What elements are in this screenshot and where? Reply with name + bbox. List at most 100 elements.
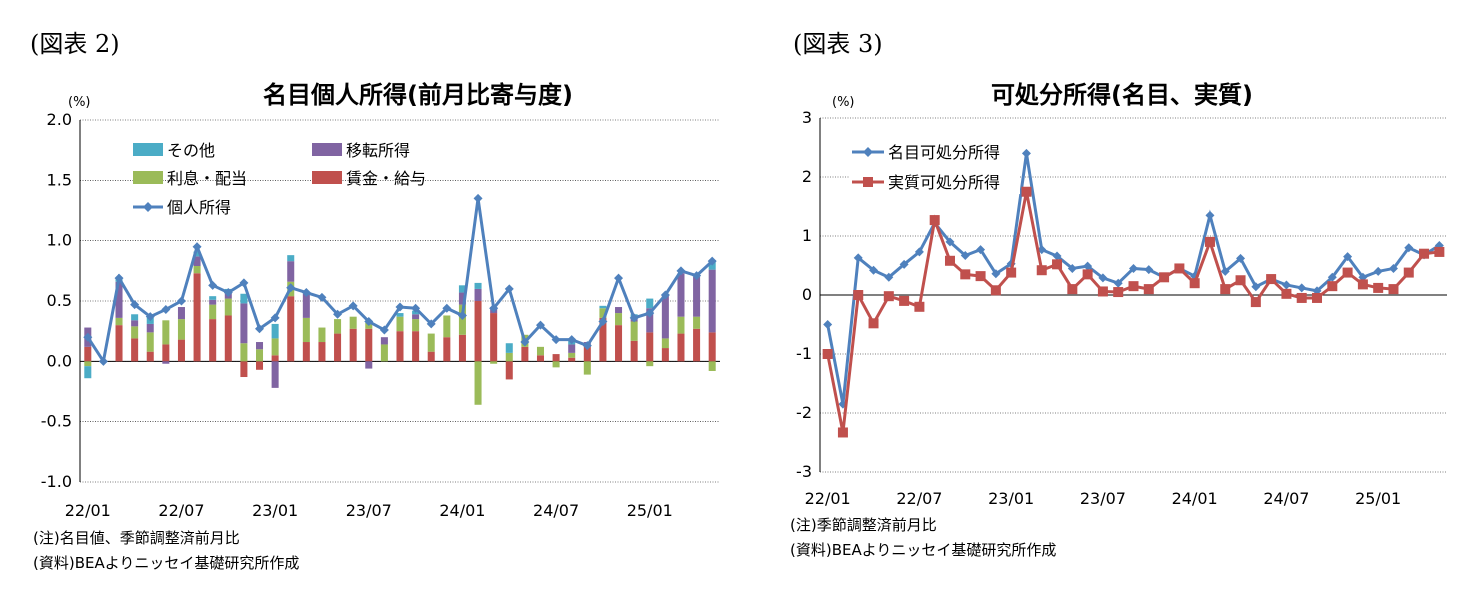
left-bar-segment <box>568 357 576 362</box>
left-y-tick-label: -1.0 <box>41 472 72 491</box>
right-line-point <box>960 250 970 260</box>
left-legend-marker <box>143 202 153 212</box>
left-plot-area: 2.0 1.5 1.0 0.5 0.0 -0.5 -1.0 22/01 22/07 23/01 23… <box>41 110 720 520</box>
right-line-point <box>1250 297 1261 308</box>
right-line-point <box>1236 253 1246 263</box>
left-line-point <box>395 302 405 312</box>
left-legend-swatch <box>312 171 342 184</box>
right-line-point <box>945 237 955 247</box>
left-bar-segment <box>646 361 654 367</box>
right-line-point <box>1327 272 1337 282</box>
left-bar-segment <box>131 326 139 339</box>
left-line-point <box>286 283 296 293</box>
right-plot-area: 3 2 1 0 -1 -2 -3 22/01 22/07 23/01 23/07 24/01 24/07… <box>796 108 1447 508</box>
left-bar-segment <box>84 346 92 362</box>
left-bar-segment <box>318 327 326 343</box>
right-line-point <box>1251 282 1261 292</box>
left-legend-label: 利息・配当 <box>167 169 247 188</box>
right-line-point <box>1036 265 1047 276</box>
right-note-2: (資料)BEAよりニッセイ基礎研究所作成 <box>790 541 1056 559</box>
right-line-point <box>1097 286 1108 297</box>
right-line-point <box>1342 267 1353 278</box>
left-bar-segment <box>599 305 607 309</box>
left-line-point <box>348 301 358 311</box>
left-bar-segment <box>615 313 623 326</box>
right-y-tick-label: 3 <box>802 108 812 127</box>
right-line-point <box>914 301 925 312</box>
left-bar-segment <box>708 361 716 371</box>
left-bar-segment <box>256 361 264 370</box>
left-bar-segment <box>318 342 326 362</box>
right-line-point <box>822 349 833 359</box>
right-line-point <box>914 247 924 257</box>
left-bar-segment <box>505 352 513 362</box>
right-line-point <box>1419 248 1430 259</box>
left-bar-segment <box>84 366 92 379</box>
right-line-point <box>1128 281 1139 292</box>
right-x-tick-label: 23/01 <box>988 489 1034 508</box>
left-bar-segment <box>599 317 607 362</box>
left-bar-segment <box>224 298 232 316</box>
right-line-point <box>869 265 879 275</box>
left-line-point <box>520 337 530 347</box>
right-x-tick-label: 24/07 <box>1263 489 1309 508</box>
left-line-point <box>145 312 155 322</box>
left-bar-segment <box>209 296 217 300</box>
right-line-point <box>975 271 986 282</box>
right-line-point <box>1373 282 1384 293</box>
right-line-point <box>1006 267 1017 278</box>
right-legend-label: 実質可処分所得 <box>888 173 1000 192</box>
left-line-point <box>239 278 249 288</box>
left-bar-segment <box>490 361 498 364</box>
left-bar-segment <box>271 323 279 339</box>
left-line-point <box>645 308 655 318</box>
left-bar-segment <box>490 313 498 362</box>
left-bar-segment <box>334 319 342 334</box>
right-line-point <box>1266 274 1277 285</box>
left-bar-segment <box>505 343 513 353</box>
right-line-point <box>991 269 1001 279</box>
right-x-tick-label: 23/07 <box>1080 489 1126 508</box>
right-line-point <box>868 318 879 329</box>
left-bar-segment <box>209 319 217 362</box>
left-bar-segment <box>458 285 466 293</box>
right-line-point <box>1281 288 1292 299</box>
right-line-point <box>823 320 833 329</box>
right-line-point <box>1067 263 1077 273</box>
left-bar-segment <box>427 333 435 352</box>
right-line-point <box>1189 278 1200 289</box>
left-bar-segment <box>271 338 279 356</box>
left-bar-segment <box>193 256 201 267</box>
right-line-point <box>1113 278 1123 288</box>
left-bar-segment <box>583 344 591 362</box>
right-y-tick-label: -3 <box>796 462 812 481</box>
left-legend-label: 移転所得 <box>346 141 410 160</box>
left-bar-segment <box>271 355 279 362</box>
right-line-point <box>929 215 940 226</box>
right-line-point <box>1343 252 1353 262</box>
right-line-point <box>1297 283 1307 293</box>
left-line-point <box>83 332 93 342</box>
left-bar-segment <box>240 343 248 362</box>
right-line-point <box>1082 269 1093 280</box>
left-bar-segment <box>693 328 701 362</box>
right-x-tick-label: 25/01 <box>1355 489 1401 508</box>
left-bar-segment <box>193 273 201 362</box>
left-line-point <box>255 324 265 334</box>
right-line-point <box>1312 292 1323 303</box>
left-bar-segment <box>177 319 185 340</box>
left-bar-segment <box>287 255 295 262</box>
left-legend-label: 個人所得 <box>167 198 231 217</box>
left-bar-segment <box>115 325 123 362</box>
left-bar-segment <box>302 317 310 343</box>
left-bar-segment <box>177 339 185 362</box>
left-line-point <box>98 356 108 366</box>
left-bar-segment <box>693 276 701 317</box>
left-bar-segment <box>474 361 482 405</box>
left-bar-segment <box>474 301 482 362</box>
right-line-point <box>884 272 894 282</box>
right-line-point <box>1021 186 1032 197</box>
left-legend-swatch <box>133 143 163 156</box>
right-line-point <box>1098 273 1108 283</box>
